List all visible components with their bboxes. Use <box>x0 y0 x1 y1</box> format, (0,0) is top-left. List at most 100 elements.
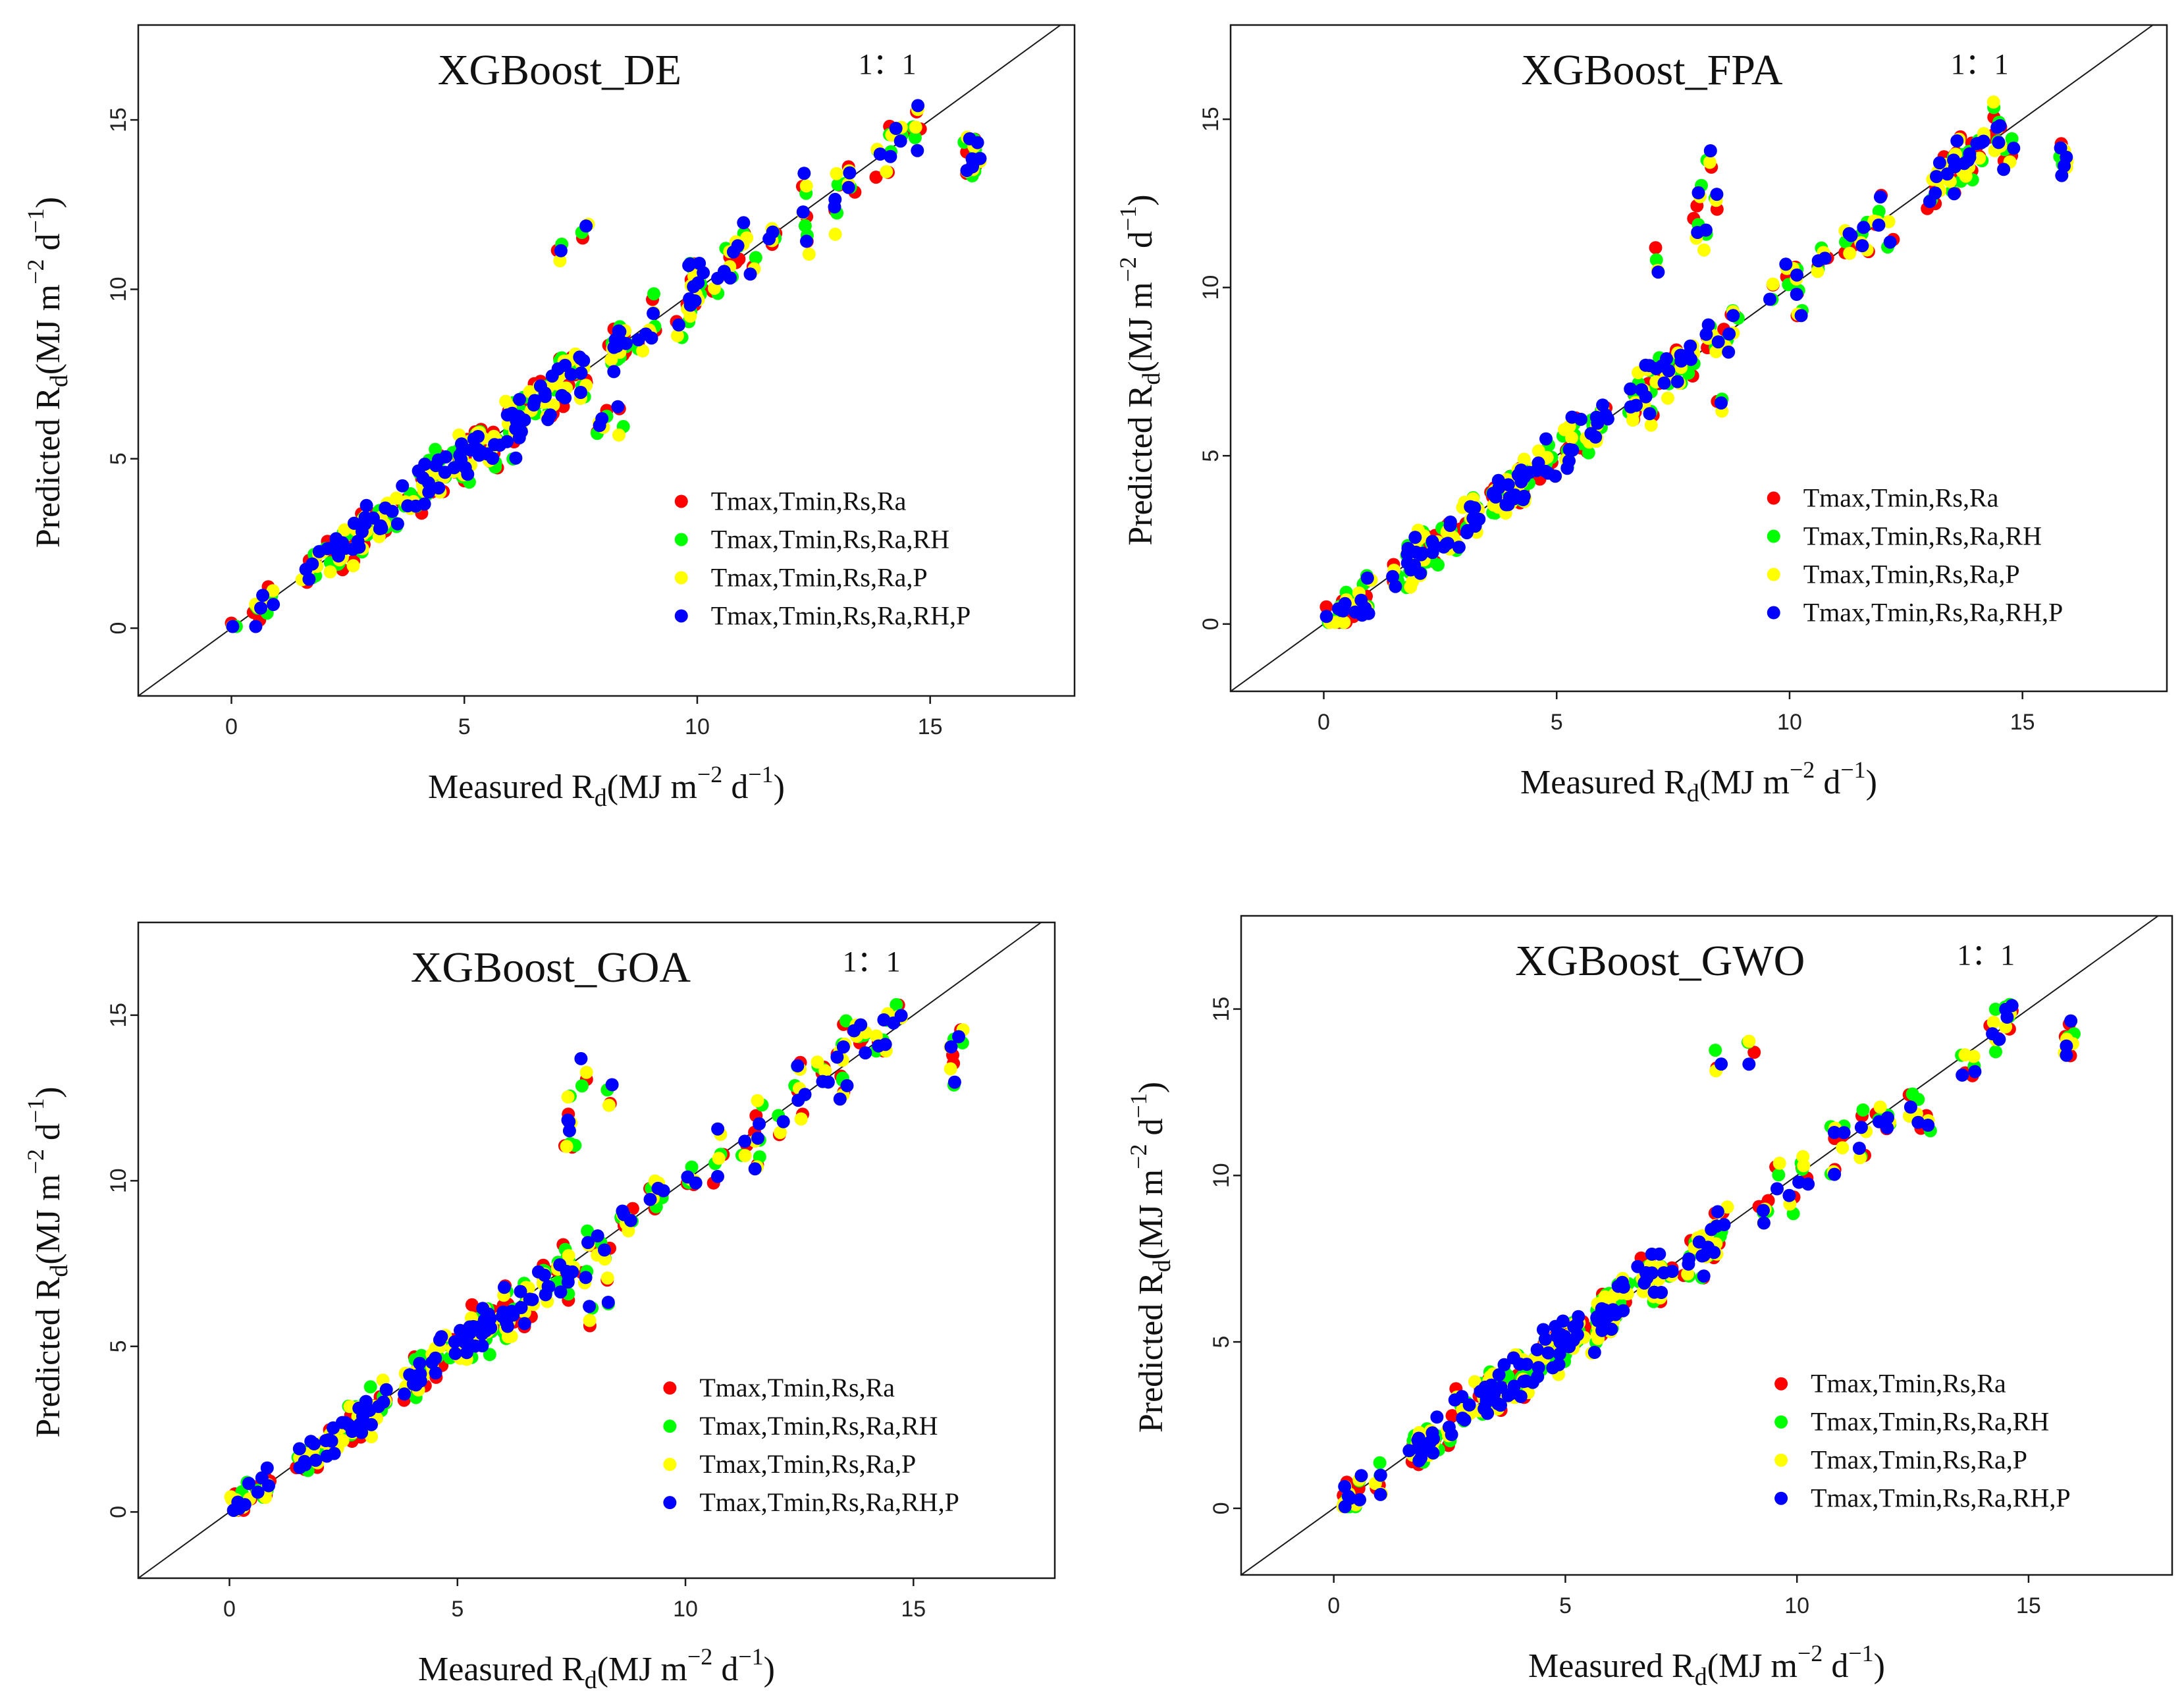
legend-marker <box>674 571 688 585</box>
data-point <box>682 259 696 273</box>
axis-label-part: −1 <box>1125 1093 1152 1118</box>
data-point <box>1703 144 1717 157</box>
data-point <box>1757 1216 1771 1230</box>
data-point <box>499 394 513 408</box>
data-point <box>748 1162 762 1176</box>
data-point <box>2060 1048 2073 1062</box>
data-point <box>1501 478 1515 492</box>
data-point <box>418 458 432 471</box>
legend-marker <box>1767 491 1780 505</box>
data-point <box>480 447 494 461</box>
legend-marker <box>1774 1491 1788 1505</box>
data-point <box>1852 1142 1866 1155</box>
y-tick-label: 0 <box>106 622 131 635</box>
data-point <box>251 1485 265 1499</box>
x-axis-label: Measured Rd(MJ m−2 d−1) <box>428 761 785 812</box>
data-point <box>840 1078 854 1092</box>
data-point <box>1478 1402 1491 1416</box>
data-point <box>797 167 811 180</box>
data-point <box>828 200 841 214</box>
data-point <box>1335 604 1348 617</box>
data-point <box>1530 1343 1544 1356</box>
data-point <box>1343 1491 1357 1505</box>
data-point <box>1856 1103 1870 1117</box>
data-point <box>1401 542 1415 555</box>
data-point <box>1950 134 1964 147</box>
legend-marker <box>1767 606 1780 620</box>
axis-label-part: d <box>45 375 73 387</box>
data-point <box>1494 1398 1507 1412</box>
data-point <box>1947 187 1961 201</box>
data-point <box>683 292 697 305</box>
data-point <box>1649 253 1663 267</box>
data-point <box>843 166 857 180</box>
data-point <box>1709 1044 1722 1057</box>
data-point <box>1842 226 1856 240</box>
data-point <box>561 1090 575 1104</box>
data-point <box>830 1050 844 1064</box>
legend-label: Tmax,Tmin,Rs,Ra,P <box>699 1449 916 1479</box>
data-point <box>1360 571 1374 585</box>
data-point <box>358 511 372 524</box>
data-point <box>818 1064 832 1078</box>
data-point <box>591 1229 604 1243</box>
axis-label-part: −2 <box>22 259 49 284</box>
data-point <box>796 205 810 219</box>
data-point <box>254 601 267 615</box>
legend: Tmax,Tmin,Rs,Ra Tmax,Tmin,Rs,Ra,RH Tmax,Tm… <box>1767 483 2063 627</box>
data-point <box>1715 1057 1728 1071</box>
data-point <box>1711 1205 1724 1219</box>
data-point <box>743 267 757 281</box>
x-axis-label: Measured Rd(MJ m−2 d−1) <box>1520 757 1877 807</box>
data-point <box>1626 413 1639 427</box>
data-point <box>960 164 974 177</box>
data-point <box>776 1115 790 1129</box>
data-point <box>1763 292 1776 306</box>
data-point <box>249 620 263 633</box>
axis-label-part: Measured R <box>1528 1647 1695 1685</box>
data-point <box>581 1236 595 1250</box>
data-point <box>306 557 319 571</box>
scatter-points <box>224 997 970 1517</box>
data-point <box>1986 95 2000 109</box>
data-point <box>1940 167 1954 181</box>
axis-label-part: ) <box>1866 764 1877 801</box>
data-point <box>697 266 710 280</box>
data-point <box>477 1313 491 1327</box>
y-tick-label: 5 <box>1198 450 1223 462</box>
y-tick-label: 10 <box>1198 275 1223 300</box>
data-point <box>944 1040 958 1053</box>
data-point <box>1635 383 1649 396</box>
data-point <box>2007 142 2021 155</box>
axis-label-part: Measured R <box>418 1651 585 1688</box>
data-point <box>352 541 366 554</box>
data-point <box>1993 119 2007 132</box>
x-axis-label: Measured Rd(MJ m−2 d−1) <box>1528 1640 1885 1691</box>
data-point <box>1818 252 1832 265</box>
data-point <box>1705 1223 1718 1236</box>
data-point <box>1513 1357 1527 1371</box>
data-point <box>422 485 436 499</box>
axis-label-part: −2 <box>1125 1144 1152 1169</box>
axis-label-part: ) <box>1874 1647 1885 1685</box>
data-point <box>711 1122 725 1136</box>
data-point <box>611 400 625 413</box>
y-tick-label: 15 <box>106 107 131 132</box>
data-point <box>1541 1346 1555 1360</box>
axis-label-part: ) <box>774 768 785 806</box>
data-point <box>232 1502 246 1516</box>
data-point <box>1905 1087 1919 1101</box>
data-point <box>1782 1188 1796 1202</box>
y-tick-label: 15 <box>1209 997 1234 1022</box>
axis-label-part: d <box>1695 1663 1707 1691</box>
data-point <box>1779 257 1793 271</box>
y-tick-label: 0 <box>106 1506 131 1518</box>
data-point <box>1492 1368 1506 1382</box>
legend-label: Tmax,Tmin,Rs,Ra,RH <box>711 524 949 554</box>
data-point <box>1710 188 1724 201</box>
data-point <box>1682 1252 1695 1266</box>
scatter-points <box>1319 95 2074 629</box>
y-tick-label: 15 <box>1198 107 1223 132</box>
panel-xgboost-goa: 0 5 10 15 0 5 10 15 XGBoost_GOA 1：1 Tmax,Tmin,Rs,R… <box>22 921 1056 1694</box>
